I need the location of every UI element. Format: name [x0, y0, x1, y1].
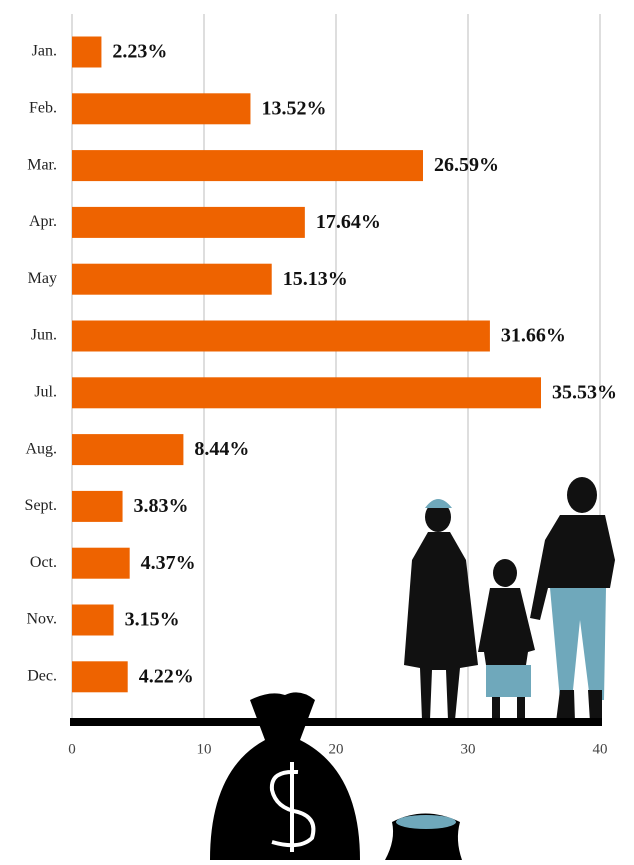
value-label: 17.64% [316, 211, 381, 233]
category-label: Nov. [26, 611, 57, 628]
category-label: Mar. [27, 156, 57, 173]
category-label: Sept. [25, 497, 57, 514]
category-label: Feb. [29, 99, 57, 116]
boy-body [478, 588, 535, 665]
bar [72, 661, 128, 693]
x-tick-label: 0 [68, 741, 76, 757]
category-label: Dec. [27, 667, 57, 684]
coins [396, 815, 456, 829]
bar [72, 93, 251, 125]
value-label: 2.23% [112, 41, 167, 63]
x-tick-label: 10 [197, 741, 212, 757]
category-label: May [28, 270, 57, 287]
illustration [210, 477, 615, 860]
man-head [567, 477, 597, 513]
x-tick-label: 20 [329, 741, 344, 757]
value-label: 26.59% [434, 154, 499, 176]
bar [72, 263, 272, 295]
bars [72, 36, 541, 693]
boy-shorts [486, 665, 531, 697]
boy-leg [492, 697, 500, 722]
category-label: Jan. [32, 43, 57, 60]
bar [72, 434, 184, 466]
woman-head [425, 502, 451, 532]
man-pants [550, 588, 606, 700]
x-tick-label: 40 [593, 741, 608, 757]
value-label: 4.22% [139, 665, 194, 687]
bar [72, 490, 123, 522]
x-tick-label: 30 [461, 741, 476, 757]
value-label: 15.13% [283, 268, 348, 290]
money-bag [210, 692, 360, 860]
value-label: 3.83% [134, 495, 189, 517]
woman-hat [425, 499, 452, 508]
baseline [70, 718, 602, 726]
bar [72, 377, 541, 409]
bar [72, 604, 114, 636]
value-label: 8.44% [194, 438, 249, 460]
category-label: Oct. [30, 554, 57, 571]
value-label: 13.52% [261, 97, 326, 119]
man-shoes [556, 690, 602, 722]
category-label: Jun. [31, 327, 57, 344]
category-label: Aug. [25, 440, 57, 457]
category-label: Apr. [29, 213, 57, 230]
man-body [530, 515, 615, 620]
dollar-sign [269, 762, 316, 852]
value-label: 35.53% [552, 381, 617, 403]
boy-leg [517, 697, 525, 722]
woman-body [404, 532, 478, 720]
bar [72, 206, 305, 238]
value-label: 3.15% [125, 609, 180, 631]
category-label: Jul. [34, 383, 57, 400]
value-label: 4.37% [141, 552, 196, 574]
bar [72, 320, 490, 352]
boy-head [493, 559, 517, 587]
bar [72, 150, 423, 182]
bar [72, 547, 130, 579]
value-label: 31.66% [501, 325, 566, 347]
bar [72, 36, 102, 68]
